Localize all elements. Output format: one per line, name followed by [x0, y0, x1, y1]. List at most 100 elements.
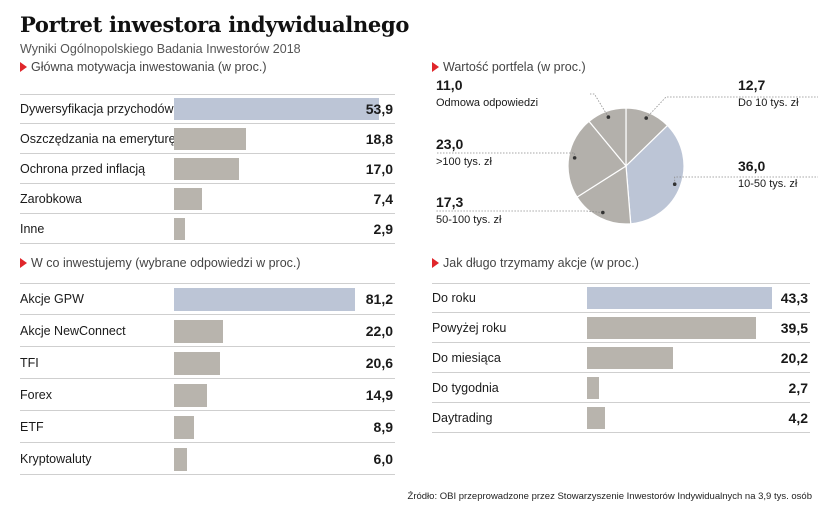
- value-label: 14,9: [365, 386, 393, 403]
- leader-dot: [606, 115, 611, 119]
- category-label: Forex: [20, 387, 52, 402]
- bar-row: Do tygodnia 2,7: [432, 373, 810, 403]
- bar: [174, 287, 355, 311]
- category-label: Inne: [20, 221, 45, 236]
- portfolio-pie-chart: 12,7 Do 10 tys. zł 36,0 10-50 tys. zł 17,3 50…: [436, 77, 818, 226]
- chart-title: Wartość portfela (w proc.): [443, 60, 586, 74]
- slice-value-label: 11,0: [436, 77, 463, 93]
- bar: [174, 158, 239, 180]
- pie-slice: [625, 124, 685, 225]
- triangle-marker-icon: [20, 258, 27, 268]
- row-divider: [20, 474, 395, 475]
- row-divider: [20, 410, 395, 411]
- category-label: Oszczędzania na emeryturę: [20, 131, 176, 146]
- source-note: Źródło: OBI przeprowadzone przez Stowarz…: [407, 491, 812, 502]
- pie-slice: [567, 120, 627, 198]
- value-label: 2,9: [373, 220, 393, 237]
- bar-row: Akcje NewConnect 22,0: [20, 315, 395, 347]
- bar: [587, 377, 599, 399]
- category-label: Akcje GPW: [20, 291, 84, 306]
- bar: [174, 447, 188, 471]
- row-divider: [432, 312, 810, 313]
- value-label: 7,4: [373, 190, 393, 207]
- bar: [174, 351, 220, 375]
- leader-line: [436, 152, 576, 158]
- category-label: Powyżej roku: [432, 320, 507, 335]
- row-divider: [20, 314, 395, 315]
- bar-row: Powyżej roku 39,5: [432, 313, 810, 343]
- page-subtitle: Wyniki Ogólnopolskiego Badania Inwestoró…: [20, 42, 301, 56]
- row-divider: [432, 342, 810, 343]
- slice-category-label: Do 10 tys. zł: [738, 97, 799, 109]
- row-divider: [20, 183, 395, 184]
- chart-top-divider: [20, 94, 395, 95]
- category-label: TFI: [20, 355, 39, 370]
- motivation-bar-chart: Dywersyfikacja przychodów 53,9 Oszczędzani…: [20, 94, 395, 244]
- category-label: Do tygodnia: [432, 380, 499, 395]
- row-divider: [432, 372, 810, 373]
- value-label: 81,2: [365, 290, 393, 307]
- value-label: 20,6: [365, 354, 393, 371]
- row-divider: [20, 346, 395, 347]
- bar-row: Dywersyfikacja przychodów 53,9: [20, 94, 395, 124]
- leader-dot: [672, 182, 677, 187]
- bar: [587, 317, 756, 339]
- bar-row: Do miesiąca 20,2: [432, 343, 810, 373]
- slice-category-label: 10-50 tys. zł: [738, 178, 798, 190]
- category-label: Do roku: [432, 290, 476, 305]
- value-label: 8,9: [373, 418, 393, 435]
- bar-row: Daytrading 4,2: [432, 403, 810, 433]
- bar: [174, 383, 208, 407]
- leader-dot: [644, 116, 649, 120]
- value-label: 43,3: [780, 289, 808, 306]
- value-label: 4,2: [788, 409, 808, 426]
- value-label: 18,8: [365, 130, 393, 147]
- category-label: Dywersyfikacja przychodów: [20, 101, 174, 116]
- chart-top-divider: [432, 283, 810, 284]
- bar: [174, 218, 186, 240]
- bar-row: Ochrona przed inflacją 17,0: [20, 154, 395, 184]
- row-divider: [20, 378, 395, 379]
- slice-value-label: 17,3: [436, 194, 463, 210]
- chart-title: Jak długo trzymamy akcje (w proc.): [443, 256, 639, 270]
- bar: [174, 415, 194, 439]
- slice-value-label: 23,0: [436, 136, 463, 152]
- value-label: 39,5: [780, 319, 808, 336]
- row-divider: [432, 402, 810, 403]
- chart-title: W co inwestujemy (wybrane odpowiedzi w p…: [31, 256, 301, 270]
- bar: [587, 347, 674, 369]
- slice-value-label: 12,7: [738, 77, 765, 93]
- investments-bar-chart: Akcje GPW 81,2 Akcje NewConnect 22,0 TFI 20,6…: [20, 283, 395, 475]
- leader-dot: [572, 156, 577, 160]
- bar-row: Do roku 43,3: [432, 283, 810, 313]
- category-label: ETF: [20, 419, 44, 434]
- row-divider: [20, 123, 395, 124]
- pie-slice: [588, 107, 627, 168]
- chart-title: Główna motywacja inwestowania (w proc.): [31, 60, 267, 74]
- section-header-motivation: Główna motywacja inwestowania (w proc.): [20, 60, 267, 74]
- bar: [587, 407, 605, 429]
- bar-row: Inne 2,9: [20, 214, 395, 244]
- bar-row: Oszczędzania na emeryturę 18,8: [20, 124, 395, 154]
- value-label: 17,0: [365, 160, 393, 177]
- leader-line: [674, 176, 818, 185]
- bar-row: ETF 8,9: [20, 411, 395, 443]
- bar-row: Akcje GPW 81,2: [20, 283, 395, 315]
- section-header-investments: W co inwestujemy (wybrane odpowiedzi w p…: [20, 256, 301, 270]
- bar-row: Kryptowaluty 6,0: [20, 443, 395, 475]
- section-header-portfolio: Wartość portfela (w proc.): [432, 60, 586, 74]
- value-label: 20,2: [780, 349, 808, 366]
- row-divider: [20, 243, 395, 244]
- slice-category-label: 50-100 tys. zł: [436, 214, 502, 226]
- bar: [174, 128, 246, 150]
- leader-dot: [601, 210, 605, 215]
- bar: [174, 98, 379, 120]
- holding-bar-chart: Do roku 43,3 Powyżej roku 39,5 Do miesiąca 20…: [432, 283, 810, 433]
- category-label: Do miesiąca: [432, 350, 501, 365]
- value-label: 2,7: [788, 379, 808, 396]
- triangle-marker-icon: [20, 62, 27, 72]
- leader-line: [645, 96, 818, 119]
- value-label: 53,9: [365, 100, 393, 117]
- category-label: Daytrading: [432, 410, 493, 425]
- slice-value-label: 36,0: [738, 158, 765, 174]
